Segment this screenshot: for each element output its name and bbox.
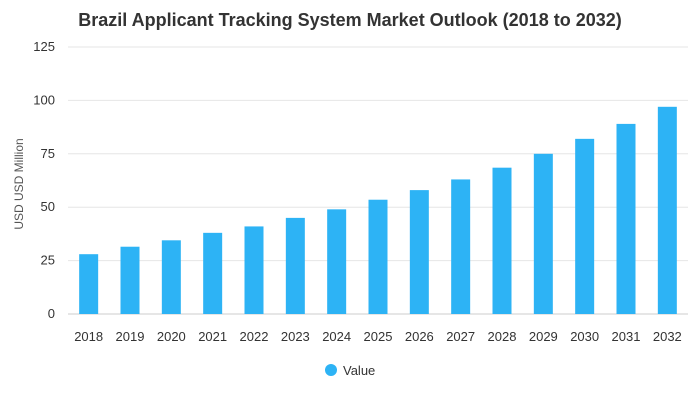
bar-2023[interactable]: [285, 217, 305, 314]
bar-2025[interactable]: [368, 199, 388, 314]
bar-2018[interactable]: [79, 254, 99, 314]
y-tick-label: 75: [41, 146, 55, 161]
bar-2032[interactable]: [657, 106, 677, 314]
x-tick-labels: 2018 2019 2020 2021 2022 2023 2024 2025 2026 2027…: [74, 329, 682, 344]
x-tick-label: 2020: [157, 329, 186, 344]
chart-title: Brazil Applicant Tracking System Market …: [78, 10, 622, 30]
legend-label: Value: [343, 363, 375, 378]
bar-2030[interactable]: [575, 138, 595, 314]
y-tick-label: 25: [41, 253, 55, 268]
x-tick-label: 2031: [612, 329, 641, 344]
bar-2027[interactable]: [451, 179, 471, 314]
y-tick-label: 100: [33, 92, 55, 107]
legend[interactable]: Value: [325, 363, 375, 378]
x-tick-label: 2030: [570, 329, 599, 344]
x-tick-label: 2018: [74, 329, 103, 344]
x-tick-label: 2022: [240, 329, 269, 344]
bar-2029[interactable]: [533, 153, 553, 314]
y-tick-label: 0: [48, 306, 55, 321]
bars: [79, 106, 677, 315]
x-tick-label: 2023: [281, 329, 310, 344]
x-tick-label: 2026: [405, 329, 434, 344]
x-tick-label: 2032: [653, 329, 682, 344]
legend-swatch: [325, 364, 337, 376]
bar-2026[interactable]: [409, 190, 429, 314]
bar-2031[interactable]: [616, 123, 636, 315]
x-tick-label: 2029: [529, 329, 558, 344]
y-axis-label: USD USD Million: [12, 138, 26, 229]
x-tick-label: 2027: [446, 329, 475, 344]
bar-2021[interactable]: [203, 232, 223, 314]
y-tick-label: 125: [33, 39, 55, 54]
y-tick-labels: 0 25 50 75 100 125: [33, 39, 55, 321]
bar-2028[interactable]: [492, 167, 512, 314]
x-tick-label: 2025: [364, 329, 393, 344]
x-tick-label: 2019: [116, 329, 145, 344]
x-tick-label: 2028: [488, 329, 517, 344]
y-tick-label: 50: [41, 199, 55, 214]
bar-2020[interactable]: [161, 240, 181, 314]
bar-2019[interactable]: [120, 246, 140, 314]
bar-2024[interactable]: [327, 209, 347, 314]
bar-2022[interactable]: [244, 226, 264, 314]
x-tick-label: 2021: [198, 329, 227, 344]
x-tick-label: 2024: [322, 329, 351, 344]
